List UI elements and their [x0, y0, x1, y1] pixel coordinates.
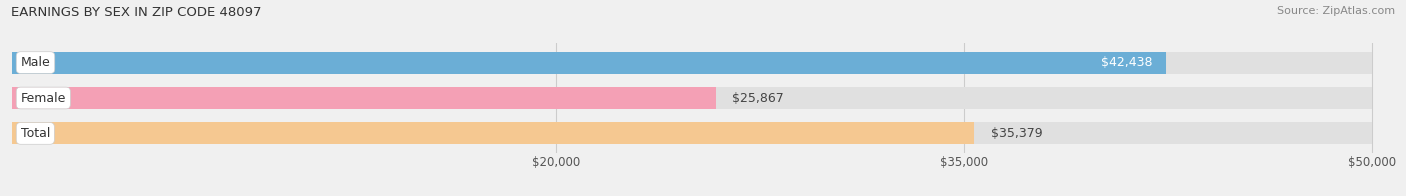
Bar — [13, 122, 974, 144]
Text: Source: ZipAtlas.com: Source: ZipAtlas.com — [1277, 6, 1395, 16]
Text: EARNINGS BY SEX IN ZIP CODE 48097: EARNINGS BY SEX IN ZIP CODE 48097 — [11, 6, 262, 19]
Bar — [13, 87, 1372, 109]
Bar — [13, 52, 1372, 74]
Text: $42,438: $42,438 — [1101, 56, 1153, 69]
Bar — [13, 87, 716, 109]
Text: Male: Male — [21, 56, 51, 69]
Text: $25,867: $25,867 — [733, 92, 783, 104]
Text: Total: Total — [21, 127, 51, 140]
Bar — [13, 122, 1372, 144]
Text: $35,379: $35,379 — [991, 127, 1042, 140]
Text: Female: Female — [21, 92, 66, 104]
Bar — [13, 52, 1166, 74]
